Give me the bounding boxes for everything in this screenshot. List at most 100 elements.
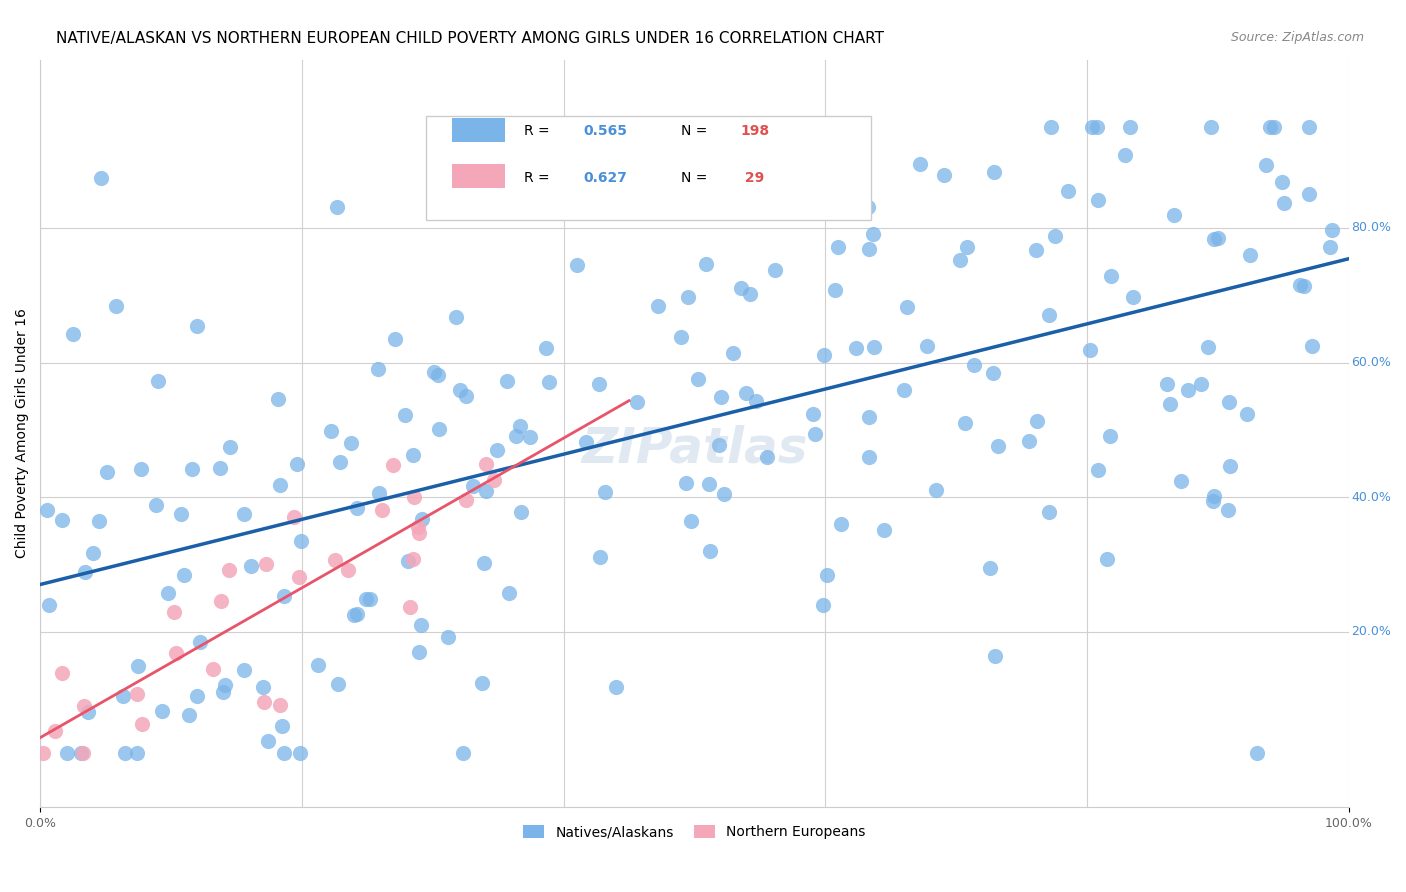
Point bbox=[211, 685, 233, 699]
Point bbox=[707, 438, 730, 452]
Point bbox=[588, 377, 610, 392]
Point bbox=[188, 634, 211, 648]
Point bbox=[186, 319, 208, 334]
Point bbox=[131, 717, 153, 731]
Point bbox=[402, 491, 425, 505]
Point bbox=[1301, 339, 1323, 353]
Point bbox=[427, 368, 450, 382]
Point bbox=[862, 227, 884, 241]
Point bbox=[472, 556, 495, 570]
Point bbox=[356, 592, 378, 607]
Point bbox=[90, 170, 112, 185]
Point bbox=[537, 375, 560, 389]
Point bbox=[381, 458, 404, 472]
Point bbox=[209, 594, 232, 608]
Point bbox=[908, 157, 931, 171]
Point bbox=[1204, 232, 1226, 246]
Point bbox=[396, 554, 419, 568]
Point bbox=[1087, 193, 1109, 207]
Point bbox=[486, 442, 509, 457]
Point bbox=[498, 586, 520, 600]
Point bbox=[824, 283, 846, 297]
Point bbox=[934, 169, 956, 183]
Point bbox=[269, 477, 291, 491]
Point bbox=[451, 746, 474, 760]
Point bbox=[51, 513, 73, 527]
Point bbox=[858, 450, 880, 464]
Point bbox=[1236, 407, 1258, 421]
Point bbox=[1199, 120, 1222, 134]
Point bbox=[856, 200, 879, 214]
Point bbox=[1208, 231, 1230, 245]
Point bbox=[89, 514, 111, 528]
Point bbox=[1298, 120, 1320, 134]
Point bbox=[1085, 120, 1108, 134]
Point bbox=[436, 160, 458, 174]
Point bbox=[288, 570, 311, 584]
Point bbox=[804, 427, 827, 442]
Point bbox=[170, 508, 193, 522]
Point bbox=[307, 658, 329, 673]
Point bbox=[367, 361, 389, 376]
Point bbox=[475, 457, 498, 471]
Point bbox=[1319, 240, 1341, 254]
Point bbox=[240, 559, 263, 574]
Point bbox=[37, 502, 59, 516]
Point bbox=[647, 299, 669, 313]
Point bbox=[371, 502, 394, 516]
FancyBboxPatch shape bbox=[426, 116, 872, 220]
Point bbox=[1272, 195, 1295, 210]
Point bbox=[755, 450, 778, 465]
Point bbox=[72, 746, 94, 760]
Point bbox=[1118, 120, 1140, 134]
Point bbox=[283, 510, 305, 524]
Point bbox=[325, 200, 347, 214]
Point bbox=[1099, 269, 1122, 284]
Text: 0.627: 0.627 bbox=[583, 170, 627, 185]
Point bbox=[44, 723, 66, 738]
Point bbox=[716, 120, 738, 134]
Point bbox=[981, 366, 1004, 380]
Point bbox=[1078, 343, 1101, 358]
Point bbox=[595, 485, 617, 500]
Point bbox=[735, 386, 758, 401]
Point bbox=[233, 663, 256, 677]
Point bbox=[408, 526, 430, 541]
Point bbox=[402, 448, 425, 462]
Point bbox=[454, 492, 477, 507]
Point bbox=[858, 242, 880, 256]
Point bbox=[505, 429, 527, 443]
Point bbox=[82, 545, 104, 559]
Point bbox=[96, 466, 118, 480]
Point bbox=[201, 662, 224, 676]
Point bbox=[475, 483, 498, 498]
Text: Source: ZipAtlas.com: Source: ZipAtlas.com bbox=[1230, 31, 1364, 45]
Point bbox=[267, 392, 290, 407]
Point bbox=[1114, 148, 1136, 162]
Point bbox=[873, 523, 896, 537]
Point bbox=[346, 501, 368, 516]
Point bbox=[399, 599, 422, 614]
Point bbox=[394, 408, 416, 422]
Text: NATIVE/ALASKAN VS NORTHERN EUROPEAN CHILD POVERTY AMONG GIRLS UNDER 16 CORRELATI: NATIVE/ALASKAN VS NORTHERN EUROPEAN CHIL… bbox=[56, 31, 884, 46]
Text: 0.565: 0.565 bbox=[583, 124, 627, 137]
Point bbox=[1043, 229, 1066, 244]
Point bbox=[896, 300, 918, 314]
Point bbox=[62, 327, 84, 342]
Point bbox=[449, 384, 471, 398]
Point bbox=[1156, 377, 1178, 392]
Point bbox=[1320, 223, 1343, 237]
Point bbox=[845, 341, 868, 355]
Point bbox=[446, 310, 468, 324]
Point bbox=[1202, 494, 1225, 508]
Point bbox=[723, 345, 745, 359]
Point bbox=[288, 746, 311, 760]
Point bbox=[114, 746, 136, 760]
Point bbox=[1254, 158, 1277, 172]
Point bbox=[337, 563, 360, 577]
FancyBboxPatch shape bbox=[453, 164, 505, 188]
Point bbox=[73, 699, 96, 714]
Point bbox=[214, 678, 236, 692]
Point bbox=[1197, 340, 1219, 354]
Point bbox=[343, 607, 366, 622]
